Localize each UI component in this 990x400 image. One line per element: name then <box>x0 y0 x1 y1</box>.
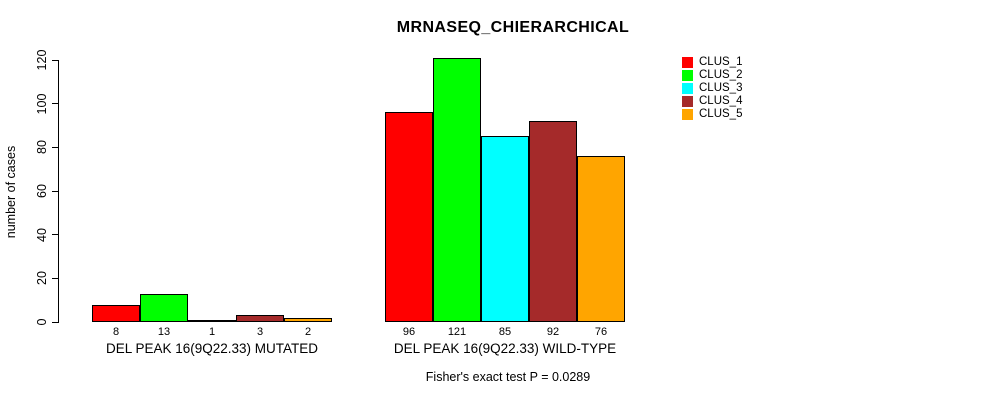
bar-value-label: 121 <box>447 326 467 338</box>
footnote-fisher-test: Fisher's exact test P = 0.0289 <box>425 370 591 384</box>
bar-value-label: 2 <box>304 326 312 338</box>
bar-clus_1-group2 <box>385 112 433 322</box>
y-tick-label: 80 <box>35 140 49 155</box>
bar-value-label: 3 <box>256 326 264 338</box>
bar-value-label: 1 <box>208 326 216 338</box>
legend-item: CLUS_2 <box>682 69 742 82</box>
legend-label: CLUS_5 <box>699 108 743 120</box>
y-tick-mark <box>52 277 58 279</box>
bar-clus_2-group2 <box>433 57 481 322</box>
bar-value-label: 8 <box>112 326 120 338</box>
y-tick-label: 100 <box>35 93 49 115</box>
y-tick-label: 40 <box>35 227 49 242</box>
y-tick-mark <box>52 234 58 236</box>
bar-value-label: 85 <box>498 326 512 338</box>
legend-swatch-clus_4 <box>682 96 693 107</box>
legend-swatch-clus_1 <box>682 57 693 68</box>
y-tick-mark <box>52 190 58 192</box>
legend-swatch-clus_5 <box>682 109 693 120</box>
bar-value-label: 13 <box>157 326 171 338</box>
bar-clus_4-group2 <box>529 121 577 322</box>
chart-title: MRNASEQ_CHIERARCHICAL <box>396 19 630 36</box>
y-tick-label: 0 <box>35 318 49 326</box>
category-label: DEL PEAK 16(9Q22.33) WILD-TYPE <box>393 341 617 356</box>
category-label: DEL PEAK 16(9Q22.33) MUTATED <box>105 341 319 356</box>
y-tick-label: 20 <box>35 271 49 286</box>
bar-clus_5-group2 <box>577 156 625 322</box>
legend-item: CLUS_4 <box>682 95 742 108</box>
bar-clus_3-group1 <box>188 319 236 322</box>
legend-label: CLUS_4 <box>699 95 743 107</box>
y-tick-mark <box>52 146 58 148</box>
legend-swatch-clus_3 <box>682 83 693 94</box>
bar-value-label: 96 <box>402 326 416 338</box>
legend-label: CLUS_2 <box>699 69 743 81</box>
legend-item: CLUS_3 <box>682 82 742 95</box>
legend-label: CLUS_1 <box>699 56 743 68</box>
bar-clus_2-group1 <box>140 293 188 322</box>
legend-swatch-clus_2 <box>682 70 693 81</box>
y-tick-mark <box>52 321 58 323</box>
bar-value-label: 76 <box>594 326 608 338</box>
y-axis-line <box>58 60 59 323</box>
bar-clus_3-group2 <box>481 136 529 322</box>
legend-item: CLUS_5 <box>682 108 742 121</box>
bar-clus_4-group1 <box>236 315 284 322</box>
legend-label: CLUS_3 <box>699 82 743 94</box>
y-tick-label: 120 <box>35 49 49 71</box>
y-tick-mark <box>52 59 58 61</box>
legend-item: CLUS_1 <box>682 56 742 69</box>
legend: CLUS_1 CLUS_2 CLUS_3 CLUS_4 CLUS_5 <box>682 56 742 121</box>
y-axis-label: number of cases <box>4 145 18 239</box>
bar-value-label: 92 <box>546 326 560 338</box>
y-tick-label: 60 <box>35 184 49 198</box>
y-tick-mark <box>52 103 58 105</box>
bar-clus_1-group1 <box>92 304 140 322</box>
bar-clus_5-group1 <box>284 317 332 322</box>
